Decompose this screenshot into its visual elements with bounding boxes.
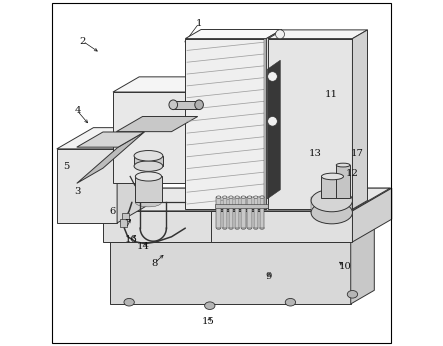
Text: 17: 17 (351, 148, 364, 157)
Text: 10: 10 (338, 262, 351, 271)
Ellipse shape (247, 227, 252, 229)
Ellipse shape (124, 299, 134, 306)
Polygon shape (235, 197, 239, 228)
Polygon shape (103, 188, 252, 211)
Ellipse shape (260, 227, 264, 229)
Ellipse shape (253, 196, 258, 198)
Polygon shape (211, 188, 392, 211)
Text: 7: 7 (124, 219, 131, 228)
Text: 2: 2 (80, 37, 86, 46)
Text: 11: 11 (325, 90, 338, 99)
Ellipse shape (241, 227, 245, 229)
Polygon shape (268, 30, 368, 39)
Bar (120, 219, 127, 227)
Ellipse shape (235, 227, 239, 229)
Ellipse shape (216, 196, 221, 198)
Ellipse shape (229, 227, 233, 229)
Polygon shape (264, 39, 266, 209)
Polygon shape (229, 197, 233, 228)
Polygon shape (103, 211, 213, 242)
Ellipse shape (222, 227, 227, 229)
Polygon shape (109, 228, 374, 242)
Polygon shape (77, 132, 144, 183)
Polygon shape (134, 156, 163, 166)
Polygon shape (267, 60, 280, 199)
Polygon shape (353, 188, 392, 242)
Polygon shape (113, 77, 213, 92)
Ellipse shape (247, 196, 252, 198)
Ellipse shape (260, 196, 264, 198)
Text: 15: 15 (202, 317, 215, 326)
Ellipse shape (347, 291, 358, 298)
Circle shape (268, 117, 277, 126)
Text: 14: 14 (136, 242, 149, 251)
Ellipse shape (241, 196, 245, 198)
Polygon shape (117, 117, 198, 131)
Polygon shape (222, 197, 227, 228)
Polygon shape (187, 77, 213, 183)
Text: 4: 4 (74, 107, 81, 116)
Polygon shape (336, 165, 350, 198)
Polygon shape (353, 30, 368, 209)
Ellipse shape (336, 163, 350, 167)
Circle shape (268, 72, 277, 81)
Text: 8: 8 (151, 259, 158, 268)
Polygon shape (213, 188, 252, 242)
Polygon shape (103, 188, 390, 211)
Text: 1: 1 (196, 19, 202, 28)
Ellipse shape (235, 196, 239, 198)
Polygon shape (211, 211, 353, 242)
Polygon shape (185, 29, 282, 39)
Polygon shape (266, 29, 282, 209)
Ellipse shape (134, 151, 163, 161)
Polygon shape (201, 228, 287, 242)
Polygon shape (351, 228, 374, 304)
Ellipse shape (205, 302, 215, 309)
Polygon shape (260, 197, 264, 228)
Bar (122, 213, 129, 221)
Polygon shape (57, 128, 154, 149)
Ellipse shape (169, 100, 178, 110)
Text: 12: 12 (346, 169, 358, 178)
Ellipse shape (229, 196, 233, 198)
Text: 9: 9 (266, 272, 272, 281)
Ellipse shape (216, 227, 221, 229)
Text: 6: 6 (110, 207, 116, 216)
Ellipse shape (136, 172, 162, 181)
Text: 5: 5 (63, 162, 70, 171)
Polygon shape (173, 101, 199, 109)
Ellipse shape (195, 100, 203, 110)
Polygon shape (247, 197, 252, 228)
Ellipse shape (134, 161, 163, 171)
Ellipse shape (322, 173, 343, 180)
Circle shape (276, 30, 284, 39)
Ellipse shape (136, 198, 162, 207)
Text: 13: 13 (309, 148, 322, 157)
Ellipse shape (311, 201, 353, 224)
Polygon shape (253, 197, 258, 228)
Ellipse shape (311, 189, 353, 212)
Polygon shape (57, 149, 117, 223)
Polygon shape (136, 176, 162, 202)
Text: 16: 16 (125, 235, 138, 244)
Polygon shape (241, 197, 245, 228)
Polygon shape (77, 132, 144, 147)
Polygon shape (185, 39, 266, 209)
Ellipse shape (222, 196, 227, 198)
Polygon shape (216, 197, 221, 228)
Text: 3: 3 (74, 188, 81, 197)
Polygon shape (268, 39, 353, 209)
Polygon shape (117, 128, 154, 223)
Polygon shape (311, 197, 353, 213)
Polygon shape (113, 92, 187, 183)
Polygon shape (322, 176, 343, 198)
Polygon shape (214, 204, 268, 208)
Ellipse shape (285, 299, 295, 306)
Ellipse shape (253, 227, 258, 229)
Polygon shape (109, 242, 351, 304)
